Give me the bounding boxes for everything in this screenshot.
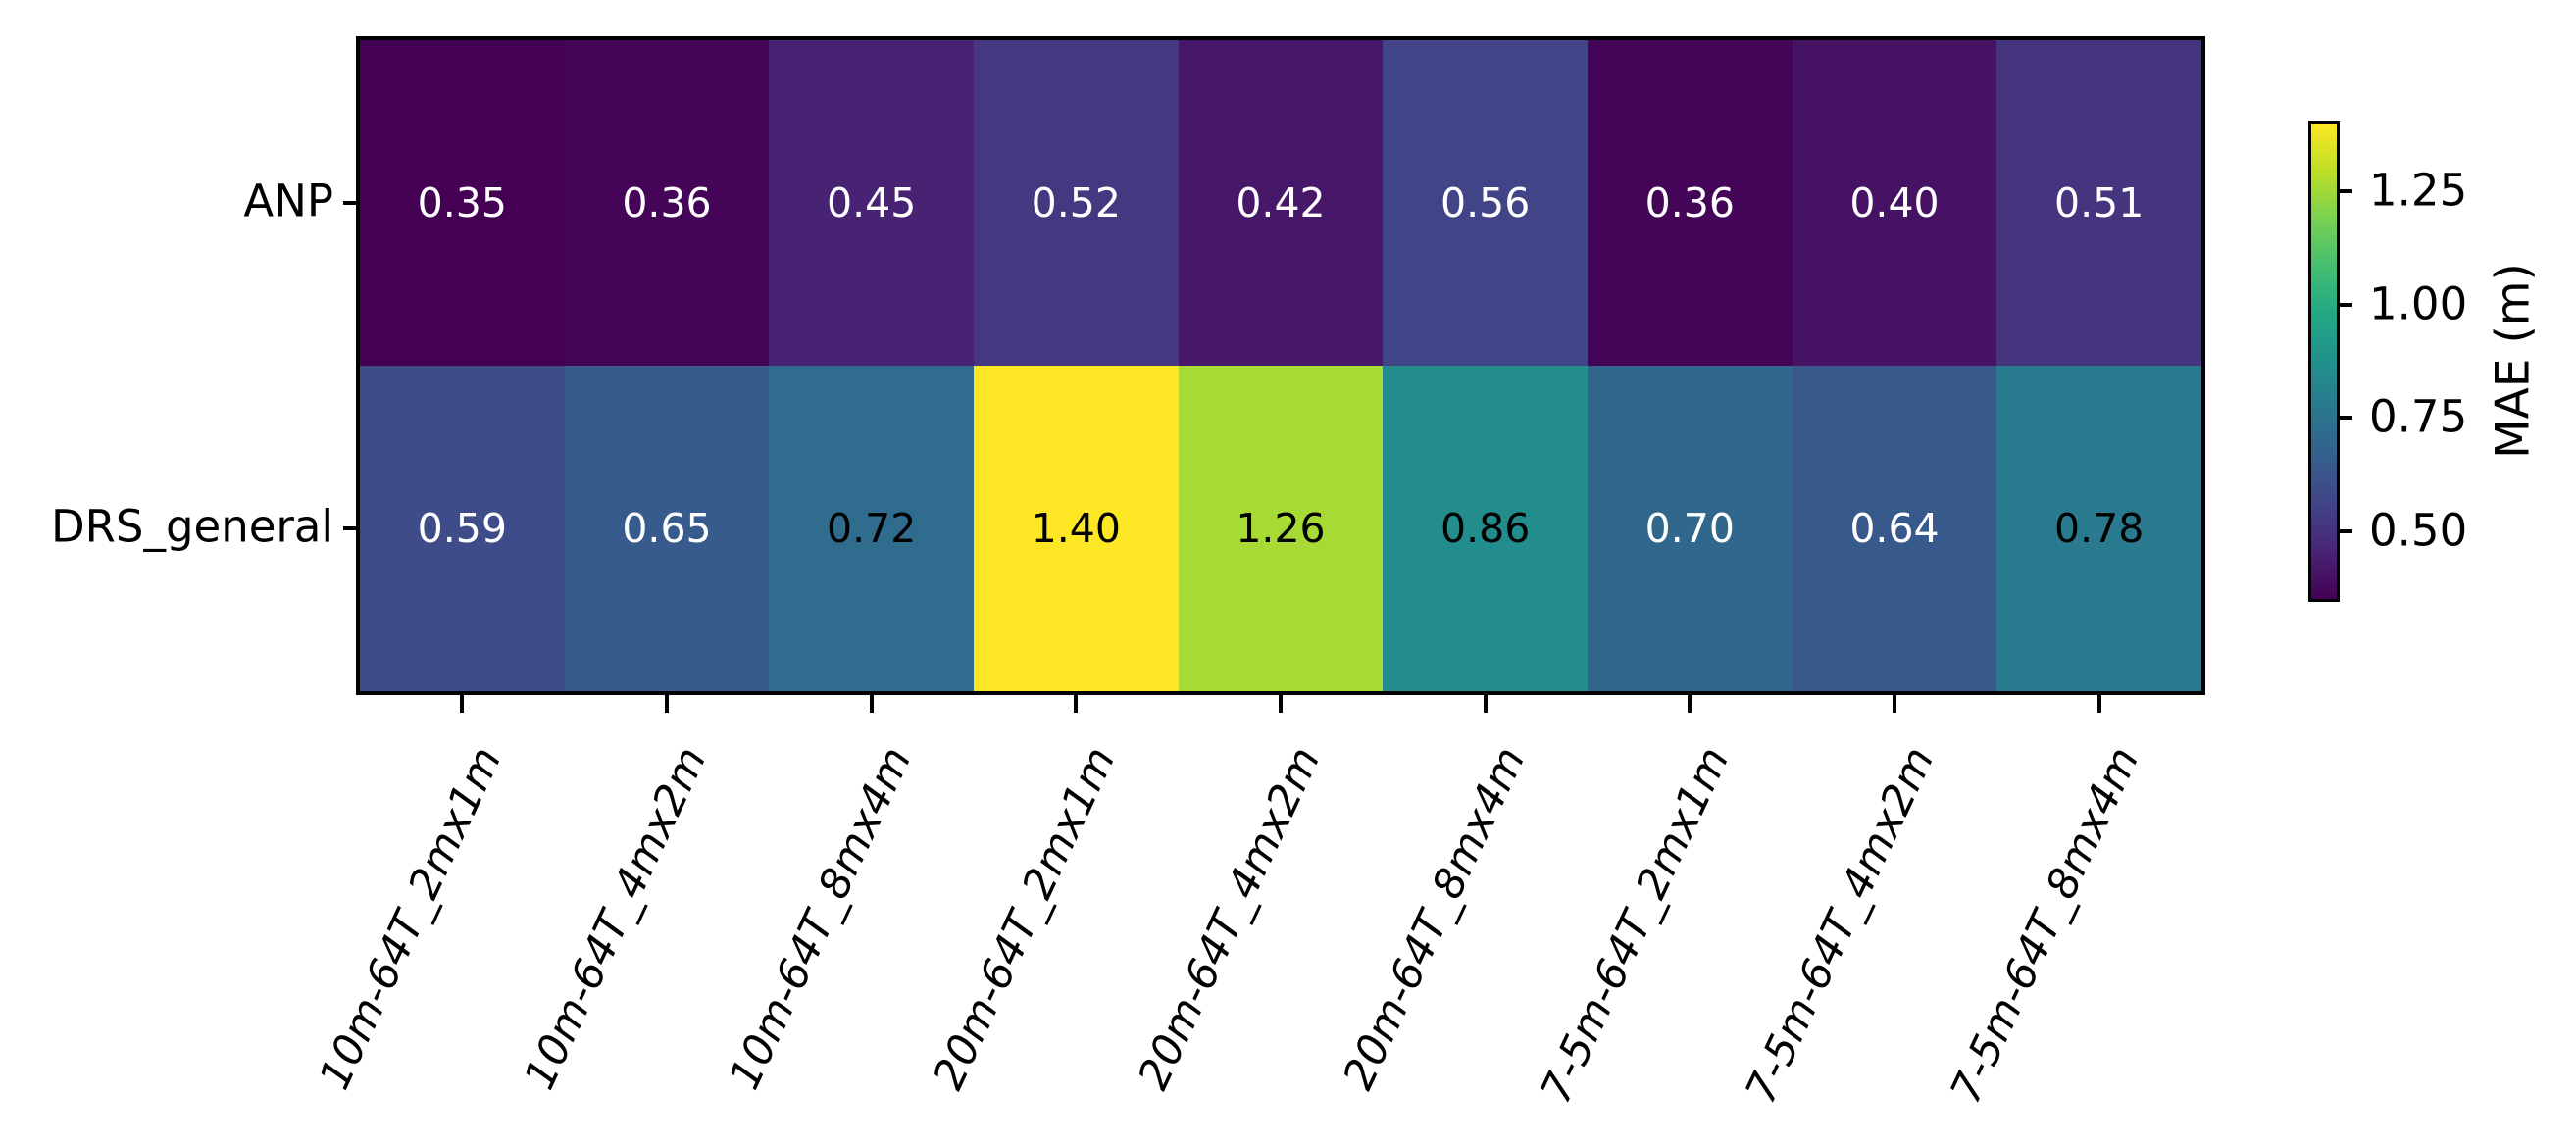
x-axis-tick-0 [460, 691, 465, 713]
x-axis-tick-8 [2096, 691, 2101, 713]
x-axis-tick-7 [1893, 691, 1896, 713]
colorbar-tick-1 [2337, 416, 2352, 421]
x-axis-tick-5 [1483, 691, 1488, 713]
x-axis-tick-6 [1688, 691, 1692, 713]
y-axis-tick-0 [343, 201, 360, 205]
x-axis-tick-4 [1279, 691, 1283, 713]
x-axis-tick-1 [665, 691, 669, 713]
heatmap-cell-r1-c4: 1.26 [1178, 366, 1384, 691]
heatmap-cell-r1-c8: 0.78 [1996, 366, 2201, 691]
colorbar-tick-2 [2337, 302, 2352, 307]
heatmap-cell-r1-c0: 0.59 [360, 366, 565, 691]
y-axis-label-1: DRS_general [50, 500, 333, 553]
colorbar-tick-0 [2337, 528, 2352, 533]
heatmap-cell-r1-c7: 0.64 [1792, 366, 1997, 691]
heatmap-cell-r0-c7: 0.40 [1792, 40, 1997, 366]
y-axis-label-0: ANP [243, 174, 333, 227]
heatmap-cell-r0-c0: 0.35 [360, 40, 565, 366]
x-axis-tick-2 [869, 691, 874, 713]
colorbar-axis-label: MAE (m) [2486, 263, 2541, 459]
x-axis-tick-3 [1074, 691, 1079, 713]
heatmap-cell-r0-c2: 0.45 [769, 40, 974, 366]
x-axis-label-0: 10m-64T_2mx1m [310, 739, 512, 1097]
heatmap-cell-r0-c1: 0.36 [564, 40, 770, 366]
colorbar-tick-3 [2337, 189, 2352, 194]
y-axis-tick-1 [343, 526, 360, 530]
heatmap-cell-r0-c8: 0.51 [1996, 40, 2201, 366]
heatmap-cell-r0-c4: 0.42 [1178, 40, 1384, 366]
heatmap-grid: 0.35 0.36 0.45 0.52 0.42 0.56 0.36 0.40 0.51 0.59… [356, 36, 2205, 695]
heatmap-cell-r0-c5: 0.56 [1383, 40, 1588, 366]
heatmap-cell-r1-c1: 0.65 [564, 366, 770, 691]
heatmap-cell-r0-c3: 0.52 [974, 40, 1179, 366]
colorbar [2308, 121, 2340, 602]
heatmap-cell-r1-c3: 1.40 [974, 366, 1179, 691]
colorbar-tick-label-3: 1.25 [2369, 164, 2468, 217]
heatmap-cell-r1-c6: 0.70 [1588, 366, 1793, 691]
colorbar-tick-label-1: 0.75 [2369, 390, 2468, 443]
heatmap-cell-r1-c2: 0.72 [769, 366, 974, 691]
colorbar-tick-label-2: 1.00 [2369, 277, 2468, 330]
heatmap-cell-r0-c6: 0.36 [1588, 40, 1793, 366]
heatmap-cell-r1-c5: 0.86 [1383, 366, 1588, 691]
colorbar-tick-label-0: 0.50 [2369, 504, 2468, 557]
